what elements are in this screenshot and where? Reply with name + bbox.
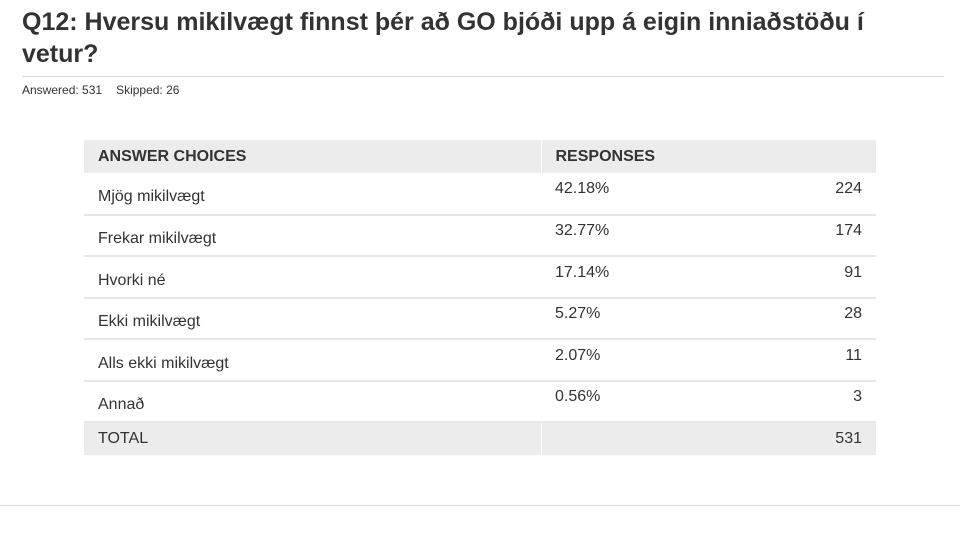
total-row: TOTAL 531 — [84, 422, 876, 455]
total-count: 531 — [771, 422, 876, 455]
responses-header: RESPONSES — [541, 140, 876, 173]
response-percent: 5.27% — [541, 297, 771, 340]
response-count: 3 — [771, 380, 876, 423]
response-percent: 2.07% — [541, 339, 771, 382]
response-percent: 0.56% — [541, 380, 771, 423]
answer-choice-label: Mjög mikilvægt — [84, 173, 541, 216]
response-count: 224 — [771, 173, 876, 216]
table-row: Frekar mikilvægt 32.77% 174 — [84, 214, 876, 257]
table-row: Alls ekki mikilvægt 2.07% 11 — [84, 339, 876, 382]
response-count: 91 — [771, 256, 876, 299]
table-header-row: ANSWER CHOICES RESPONSES — [84, 140, 876, 173]
response-count: 11 — [771, 339, 876, 382]
total-percent-empty — [541, 422, 771, 455]
answer-choice-label: Hvorki né — [84, 256, 541, 299]
table-row: Ekki mikilvægt 5.27% 28 — [84, 297, 876, 340]
answer-choice-label: Frekar mikilvægt — [84, 214, 541, 257]
answer-choice-label: Alls ekki mikilvægt — [84, 339, 541, 382]
table-row: Annað 0.56% 3 — [84, 380, 876, 423]
response-count: 174 — [771, 214, 876, 257]
response-percent: 32.77% — [541, 214, 771, 257]
skipped-count: Skipped: 26 — [116, 83, 180, 97]
question-title: Q12: Hversu mikilvægt finnst þér að GO b… — [22, 8, 864, 68]
total-label: TOTAL — [84, 422, 542, 455]
answer-choice-label: Ekki mikilvægt — [84, 297, 541, 340]
answer-choices-table: ANSWER CHOICES RESPONSES Mjög mikilvægt … — [84, 140, 876, 455]
table-row: Hvorki né 17.14% 91 — [84, 256, 876, 299]
response-count: 28 — [771, 297, 876, 340]
bottom-divider — [0, 505, 960, 506]
response-stats: Answered: 531 Skipped: 26 — [22, 83, 179, 97]
answer-choices-header: ANSWER CHOICES — [84, 140, 542, 173]
response-percent: 42.18% — [541, 173, 771, 216]
response-percent: 17.14% — [541, 256, 771, 299]
table-row: Mjög mikilvægt 42.18% 224 — [84, 173, 876, 216]
title-divider — [22, 76, 944, 77]
answered-count: Answered: 531 — [22, 83, 103, 97]
answer-choice-label: Annað — [84, 380, 541, 423]
